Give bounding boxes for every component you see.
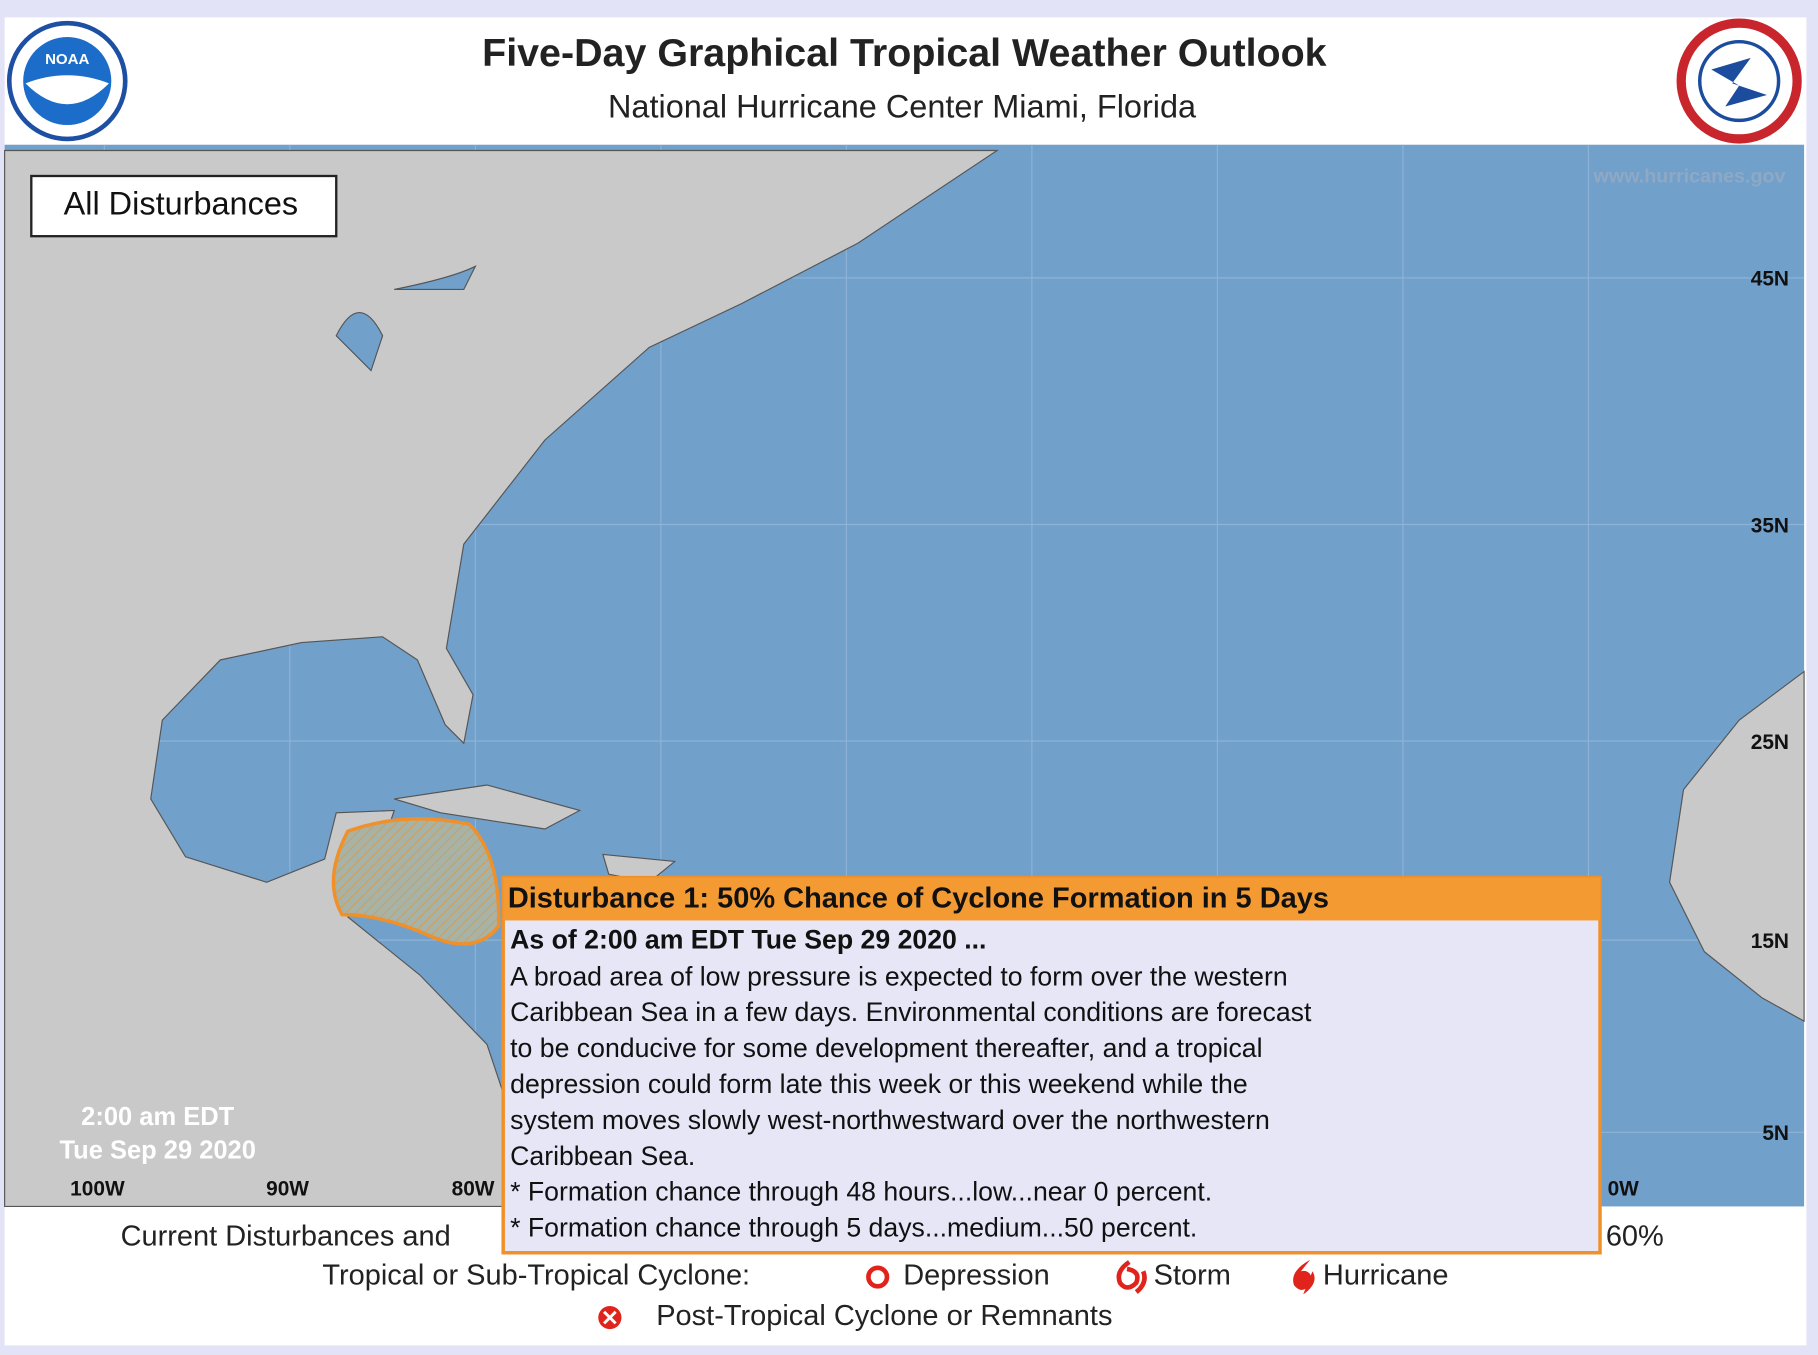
popup-title: Disturbance 1: 50% Chance of Cyclone For… [508,882,1329,914]
post-tropical-x [603,1310,617,1325]
popup-as-of: As of 2:00 am EDT Tue Sep 29 2020 ... [510,924,986,954]
legend: Current Disturbances and 60% Tropical or… [121,1220,1664,1332]
popup-text: * Formation chance through 5 days...medi… [510,1213,1197,1243]
lat-label: 25N [1751,731,1789,754]
popup-header [503,877,1601,921]
noaa-logo: NOAA [6,20,128,142]
page-title: Five-Day Graphical Tropical Weather Outl… [482,31,1327,75]
disturbance-popup: Disturbance 1: 50% Chance of Cyclone For… [501,875,1602,1255]
post-tropical-label: Post-Tropical Cyclone or Remnants [656,1300,1112,1332]
lat-label: 15N [1751,930,1789,953]
legend-line1: Current Disturbances and [121,1220,451,1252]
popup-box [501,875,1602,1255]
cyclone-type: Hurricane [1323,1260,1449,1292]
lat-label: 5N [1762,1122,1789,1145]
page-subtitle: National Hurricane Center Miami, Florida [608,88,1197,124]
timestamp: Tue Sep 29 2020 [59,1137,255,1165]
panel-label: All Disturbances [64,186,299,222]
noaa-text: NOAA [45,51,89,68]
cyclone-type: Storm [1154,1260,1231,1292]
lon-label: 0W [1608,1178,1640,1201]
great-lakes [335,265,477,372]
lon-label: 90W [266,1178,309,1201]
storm-icon [1116,1260,1147,1294]
lon-label: 100W [70,1178,125,1201]
africa [1668,670,1805,1023]
timestamp: 2:00 am EDT [81,1103,234,1131]
popup-text: depression could form late this week or … [510,1069,1248,1099]
north-america [4,149,1000,1208]
popup-text: to be conducive for some development the… [510,1033,1262,1063]
lon-label: 80W [452,1178,495,1201]
legend-line1-end: 60% [1606,1220,1664,1252]
depression-icon [866,1265,890,1289]
popup-text: * Formation chance through 48 hours...lo… [510,1177,1212,1207]
popup-text: Caribbean Sea in a few days. Environment… [510,997,1312,1027]
disturbance-area[interactable] [331,817,501,946]
popup-text: A broad area of low pressure is expected… [510,961,1288,991]
cyclone-label: Tropical or Sub-Tropical Cyclone: [322,1260,750,1292]
lat-label: 35N [1751,514,1789,537]
panel-label-box [30,174,338,238]
nws-logo [1676,18,1802,144]
website: www.hurricanes.gov [1593,165,1786,187]
cyclone-type: Depression [903,1260,1050,1292]
popup-text: system moves slowly west-northwestward o… [510,1105,1270,1135]
lat-label: 45N [1751,268,1789,291]
hurricane-icon [1293,1259,1315,1295]
popup-text: Caribbean Sea. [510,1141,695,1171]
cuba [394,784,582,830]
